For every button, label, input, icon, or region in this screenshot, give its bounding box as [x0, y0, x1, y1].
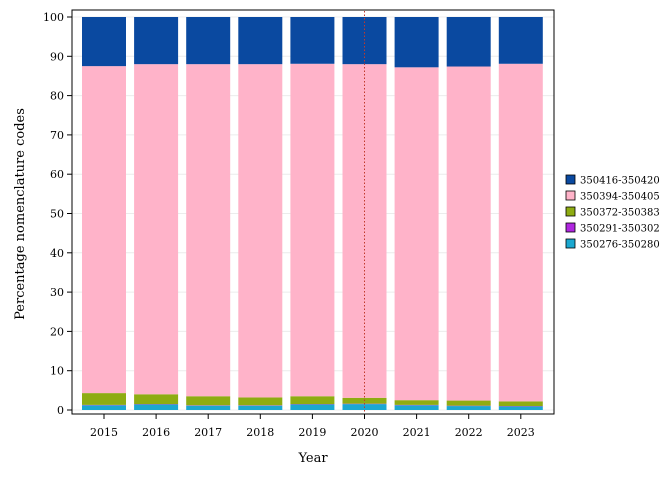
legend-swatch: [566, 175, 575, 184]
x-tick-label: 2016: [142, 426, 170, 439]
y-tick-label: 60: [50, 168, 64, 181]
bar-segment: [82, 405, 126, 410]
bars: [82, 17, 543, 410]
y-tick-label: 80: [50, 90, 64, 103]
bar-segment: [499, 17, 543, 64]
bar-segment: [499, 64, 543, 402]
bar-segment: [238, 397, 282, 405]
y-tick-label: 0: [57, 404, 64, 417]
bar-segment: [134, 64, 178, 394]
bar-segment: [290, 17, 334, 64]
bar-segment: [238, 406, 282, 410]
bar-segment: [82, 393, 126, 405]
x-tick-label: 2021: [403, 426, 431, 439]
legend-label: 350372-350383: [580, 208, 660, 219]
legend-swatch: [566, 191, 575, 200]
bar-segment: [134, 394, 178, 404]
bar-segment: [186, 17, 230, 64]
y-tick-label: 40: [50, 247, 64, 260]
y-tick-label: 50: [50, 208, 64, 221]
bar-segment: [395, 17, 439, 67]
bar-segment: [395, 67, 439, 400]
bar-segment: [395, 400, 439, 405]
legend: 350416-350420 350394-350405 350372-350383 3…: [566, 175, 660, 251]
x-tick-label: 2019: [298, 426, 326, 439]
x-tick-label: 2020: [351, 426, 379, 439]
legend-swatch: [566, 223, 575, 232]
bar-segment: [238, 17, 282, 64]
bar-segment: [447, 17, 491, 67]
y-tick-label: 70: [50, 129, 64, 142]
y-tick-label: 30: [50, 286, 64, 299]
bar-segment: [186, 64, 230, 396]
x-axis-title: Year: [297, 451, 328, 466]
bar-segment: [290, 64, 334, 396]
x-tick-label: 2017: [194, 426, 222, 439]
y-tick-label: 10: [50, 365, 64, 378]
bar-segment: [499, 401, 543, 406]
x-tick-label: 2015: [90, 426, 118, 439]
x-tick-label: 2023: [507, 426, 535, 439]
bar-segment: [238, 64, 282, 397]
x-tick-label: 2022: [455, 426, 483, 439]
bar-segment: [290, 396, 334, 404]
bar-segment: [82, 66, 126, 393]
y-tick-label: 90: [50, 50, 64, 63]
legend-swatch: [566, 207, 575, 216]
legend-swatch: [566, 239, 575, 248]
legend-label: 350291-350302: [580, 224, 660, 235]
bar-segment: [186, 396, 230, 405]
bar-segment: [134, 404, 178, 410]
bar-segment: [447, 401, 491, 406]
y-tick-label: 100: [43, 11, 64, 24]
x-tick-label: 2018: [246, 426, 274, 439]
bar-segment: [447, 406, 491, 410]
bar-segment: [82, 17, 126, 66]
bar-segment: [290, 404, 334, 410]
y-tick-label: 20: [50, 325, 64, 338]
bar-segment: [447, 67, 491, 401]
bar-segment: [186, 406, 230, 410]
legend-label: 350416-350420: [580, 176, 660, 187]
legend-label: 350276-350280: [580, 240, 660, 251]
bar-segment: [134, 17, 178, 64]
bar-segment: [395, 405, 439, 410]
y-axis-title: Percentage nomenclature codes: [13, 108, 28, 320]
legend-label: 350394-350405: [580, 192, 660, 203]
bar-segment: [499, 406, 543, 410]
